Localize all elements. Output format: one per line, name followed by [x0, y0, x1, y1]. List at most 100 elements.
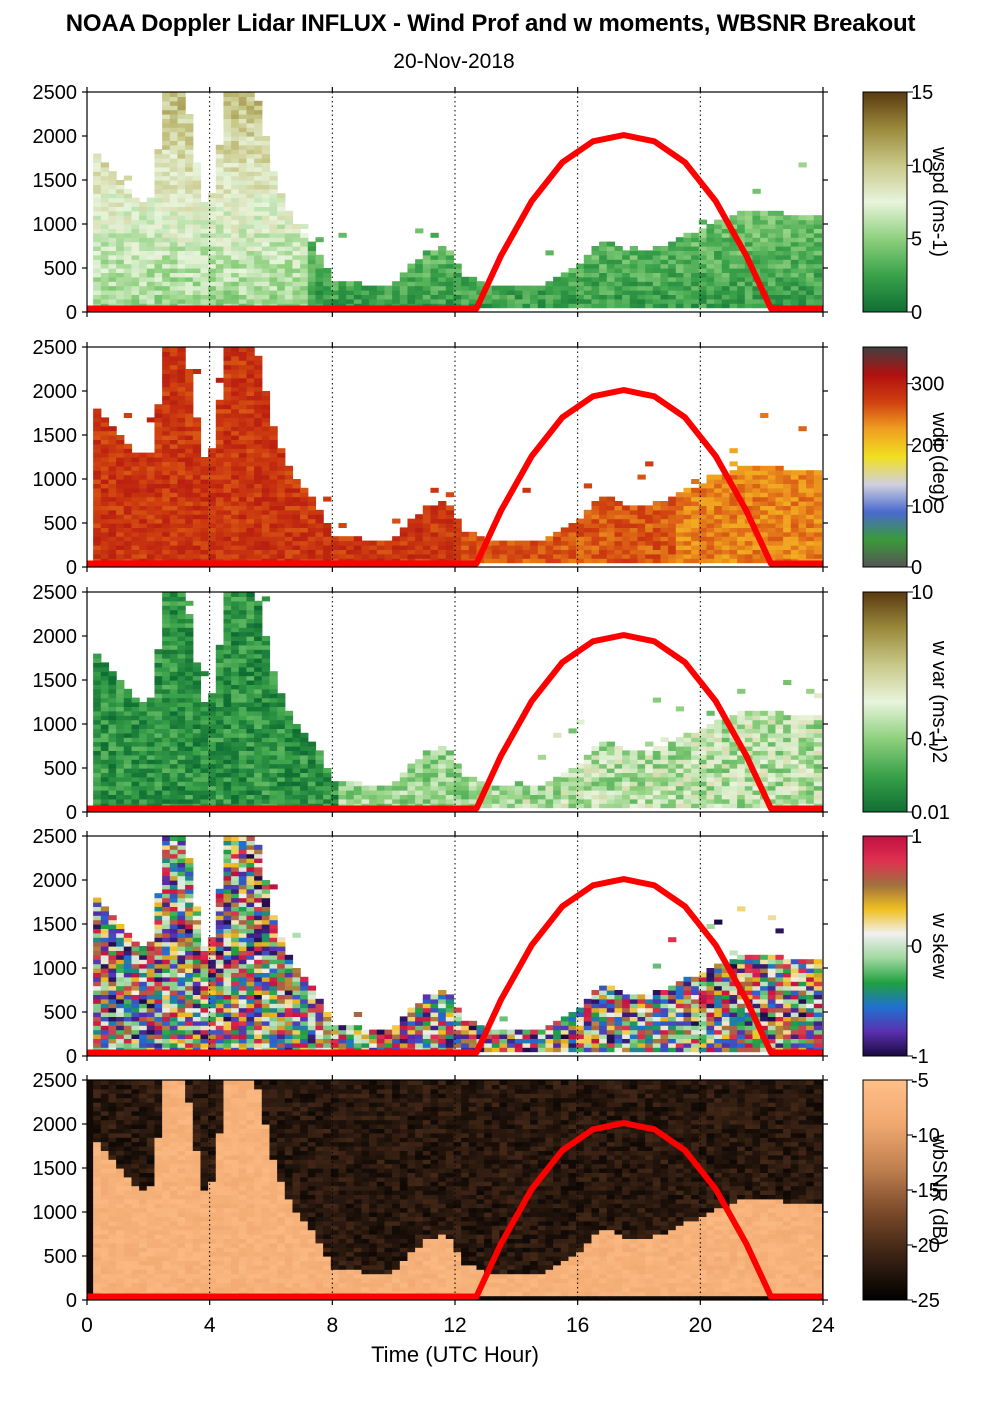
heatmap-cell — [599, 263, 608, 269]
heatmap-cell — [752, 237, 761, 243]
heatmap-cell — [154, 224, 163, 229]
heatmap-cell — [691, 549, 700, 555]
heatmap-cell — [154, 671, 163, 677]
heatmap-cell — [231, 127, 240, 133]
heatmap-cell — [315, 798, 324, 804]
heatmap-cell — [499, 798, 508, 804]
heatmap-cell — [200, 268, 209, 273]
heatmap-cell — [192, 166, 202, 172]
heatmap-cell — [300, 237, 309, 243]
heatmap-cell — [591, 263, 600, 269]
heatmap-cell — [315, 750, 324, 756]
heatmap-cell — [767, 246, 777, 251]
heatmap-cell — [261, 272, 271, 278]
heatmap-cell — [583, 545, 593, 550]
heatmap-cell — [445, 759, 455, 765]
heatmap-cell — [744, 241, 754, 247]
heatmap-cell — [185, 219, 194, 225]
heatmap-cell — [591, 501, 600, 506]
heatmap-cell — [261, 162, 271, 168]
heatmap-cell — [438, 754, 447, 760]
heatmap-cell — [698, 237, 708, 243]
heatmap-cell — [752, 523, 761, 528]
heatmap-cell — [767, 540, 777, 546]
heatmap-cell — [231, 754, 240, 760]
heatmap-cell — [683, 276, 692, 282]
heatmap-cell — [606, 241, 616, 247]
heatmap-cell — [146, 496, 156, 502]
heatmap-cell — [246, 395, 255, 401]
heatmap-cell — [277, 693, 286, 699]
heatmap-cell — [254, 114, 263, 119]
heatmap-cell — [683, 531, 692, 537]
heatmap-cell — [169, 693, 179, 699]
heatmap-cell — [231, 206, 240, 212]
heatmap-cell — [576, 794, 585, 800]
heatmap-cell — [162, 149, 171, 155]
heatmap-cell — [185, 435, 194, 440]
heatmap-cell — [169, 509, 179, 515]
heatmap-cell — [790, 237, 800, 243]
heatmap-cell — [200, 263, 209, 269]
heatmap-cell — [246, 443, 255, 449]
heatmap-cell — [445, 772, 455, 778]
heatmap-cell — [238, 706, 248, 712]
heatmap-cell — [269, 268, 278, 273]
heatmap-cell — [154, 549, 163, 555]
heatmap-cell — [246, 430, 255, 436]
heatmap-cell — [154, 741, 163, 747]
heatmap-cell — [208, 523, 217, 528]
heatmap-cell — [169, 268, 179, 273]
heatmap-cell — [537, 794, 547, 800]
heatmap-cell — [154, 763, 163, 769]
heatmap-cell — [116, 259, 125, 265]
heatmap-cell — [238, 636, 248, 641]
heatmap-cell — [154, 241, 163, 247]
heatmap-cell — [499, 285, 508, 291]
heatmap-cell — [162, 263, 171, 269]
heatmap-cell — [737, 281, 746, 287]
heatmap-cell — [775, 263, 784, 269]
heatmap-cell — [231, 268, 240, 273]
heatmap-cell — [246, 724, 255, 729]
heatmap-cell — [300, 246, 309, 251]
heatmap-cell — [108, 294, 117, 300]
heatmap-cell — [307, 531, 317, 537]
heatmap-cell — [192, 180, 202, 185]
heatmap-cell — [146, 719, 156, 725]
heatmap-cell — [269, 794, 278, 800]
heatmap-cell — [307, 741, 317, 747]
heatmap-cell — [146, 417, 156, 423]
heatmap-cell — [192, 461, 202, 467]
heatmap-cell — [231, 193, 240, 199]
heatmap-cell — [813, 518, 823, 524]
heatmap-cell — [123, 175, 133, 181]
heatmap-cell — [192, 768, 202, 773]
heatmap-cell — [208, 514, 217, 520]
heatmap-cell — [192, 746, 202, 751]
heatmap-cell — [100, 759, 110, 765]
heatmap-cell — [231, 785, 240, 791]
heatmap-cell — [116, 232, 125, 238]
heatmap-cell — [714, 246, 723, 251]
heatmap-cell — [192, 684, 202, 690]
heatmap-cell — [100, 728, 110, 734]
heatmap-cell — [813, 487, 823, 493]
heatmap-cell — [338, 281, 347, 287]
heatmap-cell — [744, 294, 754, 300]
heatmap-cell — [606, 531, 616, 537]
heatmap-cell — [706, 527, 715, 533]
heatmap-cell — [154, 153, 163, 159]
heatmap-cell — [93, 272, 102, 278]
heatmap-cell — [438, 246, 447, 251]
heatmap-cell — [261, 246, 271, 251]
heatmap-cell — [246, 193, 255, 199]
heatmap-cell — [100, 430, 110, 436]
heatmap-cell — [284, 232, 294, 238]
heatmap-cell — [223, 136, 232, 141]
heatmap-cell — [568, 531, 577, 537]
heatmap-cell — [254, 545, 263, 550]
heatmap-cell — [246, 294, 255, 300]
heatmap-cell — [223, 246, 232, 251]
heatmap-cell — [162, 219, 171, 225]
